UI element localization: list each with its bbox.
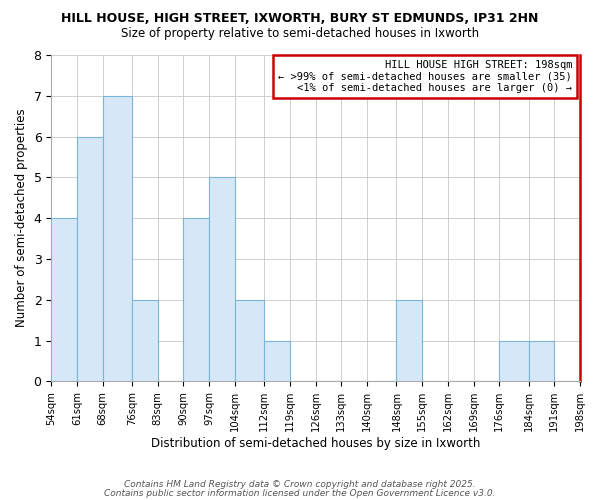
Bar [132,300,158,382]
Bar [209,178,235,382]
Text: HILL HOUSE HIGH STREET: 198sqm
← >99% of semi-detached houses are smaller (35)
<: HILL HOUSE HIGH STREET: 198sqm ← >99% of… [278,60,572,93]
Bar [499,340,529,382]
Bar [235,300,264,382]
Bar [77,136,103,382]
X-axis label: Distribution of semi-detached houses by size in Ixworth: Distribution of semi-detached houses by … [151,437,481,450]
Y-axis label: Number of semi-detached properties: Number of semi-detached properties [15,109,28,328]
Bar [184,218,209,382]
Text: Size of property relative to semi-detached houses in Ixworth: Size of property relative to semi-detach… [121,28,479,40]
Text: HILL HOUSE, HIGH STREET, IXWORTH, BURY ST EDMUNDS, IP31 2HN: HILL HOUSE, HIGH STREET, IXWORTH, BURY S… [61,12,539,26]
Bar [529,340,554,382]
Text: Contains HM Land Registry data © Crown copyright and database right 2025.: Contains HM Land Registry data © Crown c… [124,480,476,489]
Text: Contains public sector information licensed under the Open Government Licence v3: Contains public sector information licen… [104,488,496,498]
Bar [51,218,77,382]
Bar [397,300,422,382]
Bar [103,96,132,382]
Bar [264,340,290,382]
